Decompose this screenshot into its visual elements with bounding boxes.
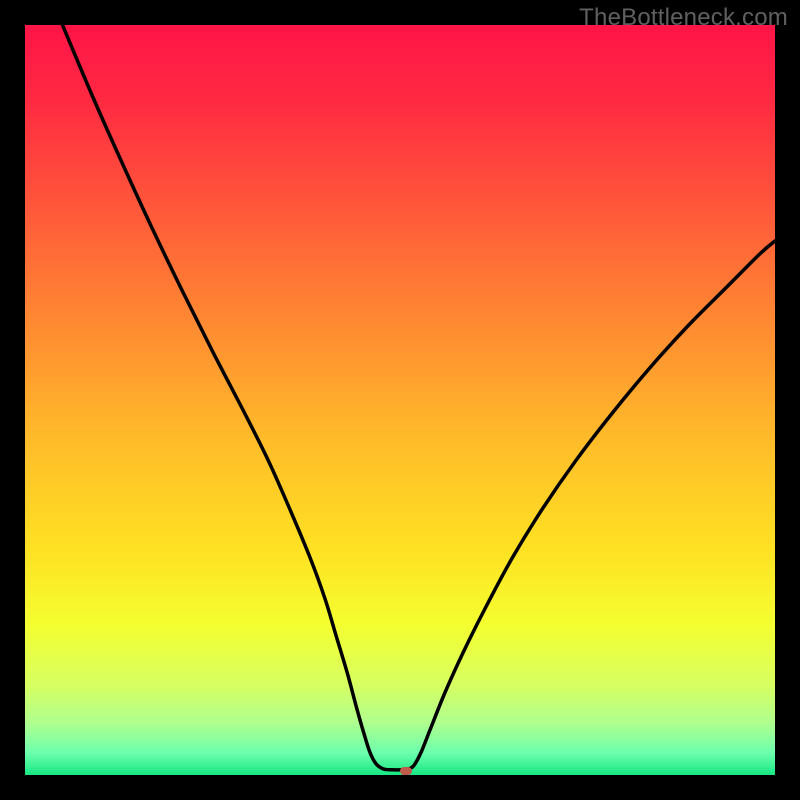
gradient-background [25, 25, 775, 775]
chart-root: TheBottleneck.com [0, 0, 800, 800]
watermark-text: TheBottleneck.com [579, 4, 788, 32]
optimum-marker [400, 767, 412, 775]
